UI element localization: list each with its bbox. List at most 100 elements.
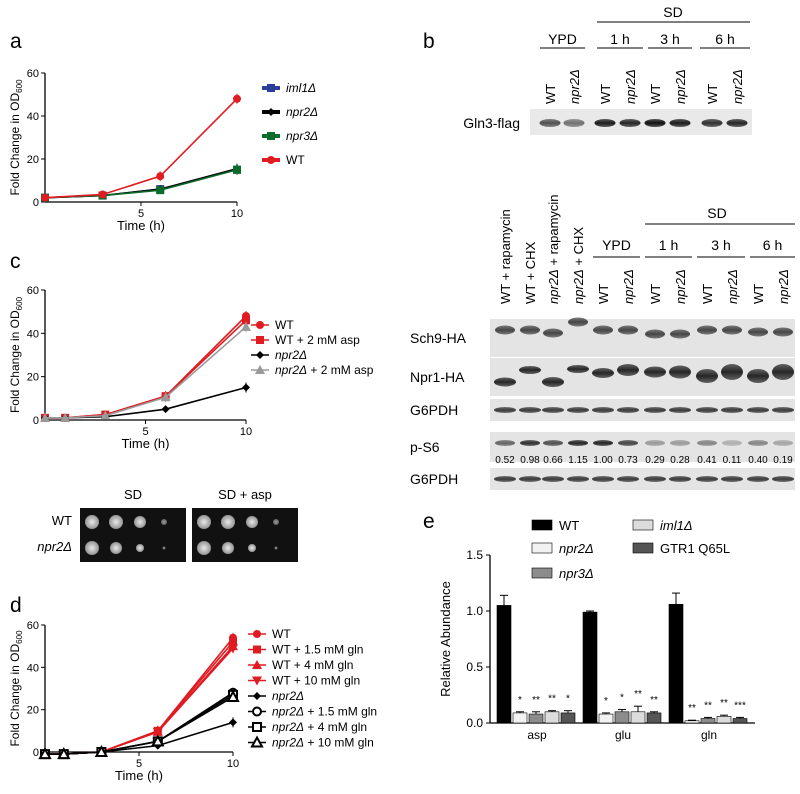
significance-mark: ** [634,689,642,700]
legend-label: WT + 10 mM gln [272,674,360,688]
legend-label: iml1Δ [660,518,693,533]
legend-label: npr2Δ [559,541,594,556]
row-label: G6PDH [410,402,458,418]
legend-marker [255,365,265,374]
y-tick-label: 0 [33,415,39,427]
series-line [44,168,238,199]
lane-label: WT + rapamycin [498,209,513,304]
data-point [161,405,170,414]
yeast-spot [197,541,211,555]
bar [544,711,560,724]
band [701,119,723,127]
data-point [233,94,241,103]
band [519,366,541,374]
band [567,365,589,373]
band [747,476,769,482]
lane-label: WT [648,84,663,104]
category-label: glu [615,728,631,742]
band [722,440,742,446]
legend-label: npr2Δ [272,689,304,703]
group-label: 6 h [715,31,734,47]
legend-label: GTR1 Q65L [660,541,730,556]
data-point [241,321,251,331]
legend-label: WT + 4 mM gln [272,658,353,672]
legend-label: npr2Δ + 1.5 mM gln [272,705,377,719]
band [567,476,589,482]
band [721,476,743,482]
lane-label: WT [596,284,611,304]
band [593,325,613,335]
panel-letter-b: b [423,30,435,53]
data-point [100,410,111,420]
bar [598,713,614,724]
legend-marker [253,645,261,654]
legend-label: WT [272,627,291,641]
yeast-spot [248,544,256,552]
ps6-quant: 0.52 [495,455,515,466]
significance-mark: * [620,693,624,704]
series-line [44,98,238,199]
bar [630,711,646,724]
band [592,407,614,413]
chart-d: 0 20 40 60 5 10 Time (h) Fold Change in OD600 WT… [8,620,377,783]
data-point [41,193,49,202]
legend-label: WT [275,318,294,332]
lane-label: WT [700,284,715,304]
legend-swatch [632,542,654,554]
band [519,476,541,482]
data-point [229,718,237,727]
band [696,369,718,383]
x-tick-label: 10 [231,208,243,220]
band [697,325,717,335]
strain-label: WT [52,513,72,528]
band [592,476,614,482]
significance-mark: ** [650,695,658,706]
band [722,325,742,335]
lane-label: npr2Δ [725,269,740,304]
ps6-quant: 0.73 [618,455,638,466]
blot-strip [490,399,795,421]
band [563,119,585,127]
band [772,476,794,482]
band [721,407,743,413]
ps6-quant: 1.00 [593,455,613,466]
band [617,476,639,482]
band [568,440,588,446]
y-tick-label: 0 [33,197,39,209]
data-point [94,744,109,757]
lane-label: npr2Δ [673,69,688,104]
panel-letter-e: e [423,510,435,533]
row-label: Npr1-HA [410,369,465,385]
band [697,440,717,446]
y-axis-label: Fold Change in OD600 [8,79,24,196]
band [748,440,768,446]
group-label: 3 h [711,237,730,253]
bar [668,603,684,724]
legend-label: WT + 1.5 mM gln [272,643,363,657]
band [618,325,638,335]
condition-label: SD + asp [218,487,272,502]
lane-label: WT [705,84,720,104]
band [696,407,718,413]
ps6-quant: 0.40 [748,455,768,466]
band [726,119,748,127]
significance-mark: *** [734,700,746,711]
band [520,440,540,446]
legend-marker [252,722,262,732]
significance-mark: ** [548,694,556,705]
y-tick-label: 40 [27,328,39,340]
bar [716,715,732,724]
band [773,440,793,446]
band [669,365,691,379]
blot-strip [490,319,795,357]
lane-label: WT [598,84,613,104]
x-tick-label: 10 [240,426,252,438]
band [773,327,793,337]
legend-label: iml1Δ [286,81,316,95]
band [594,119,616,127]
x-tick-label: 5 [138,208,144,220]
data-point [242,383,250,392]
y-tick-label: 20 [27,705,39,717]
lane-label: npr2Δ [673,269,688,304]
y-tick-label: 0.0 [466,716,483,730]
